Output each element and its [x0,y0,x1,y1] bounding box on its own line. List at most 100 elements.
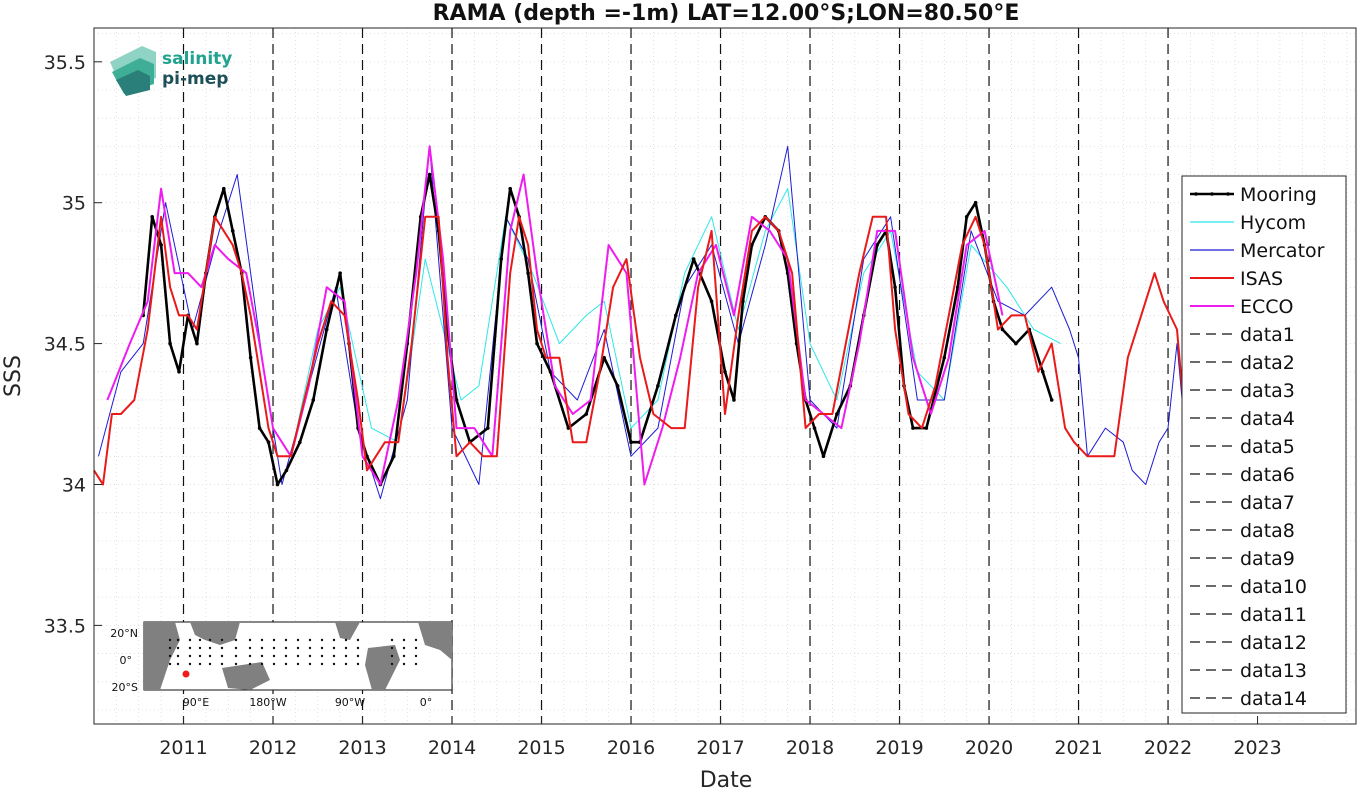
inset-mooring-dot [234,654,238,658]
series-point-mooring [230,229,235,233]
series-point-mooring [427,172,432,177]
y-tick-label: 35 [62,193,86,215]
series-point-mooring [973,200,978,205]
inset-mooring-dot [332,646,336,650]
legend-box [1181,175,1347,714]
inset-mooring-dot [320,646,324,650]
series-point-mooring [673,313,678,318]
inset-mooring-dot [284,646,288,650]
legend-items: Mooring Hycom Mercator ISAS ECCO data1 data2 da… [1190,184,1325,710]
inset-mooring-dot [308,654,312,658]
inset-mooring-dot [168,638,172,642]
inset-mooring-dot [344,638,348,642]
series-point-mooring [629,440,633,445]
inset-mooring-dot [402,638,406,642]
legend-label: data8 [1240,520,1295,542]
series-point-mooring [248,355,253,360]
inset-lat-label-south: 20°S [112,681,138,694]
inset-mooring-dot [176,646,180,650]
salinity-pimep-logo: salinity pi-mep [110,46,232,96]
legend-label: data2 [1240,352,1295,374]
legend-label: data13 [1240,660,1307,682]
inset-mooring-dot [356,646,360,650]
inset-mooring-dot [198,654,202,658]
inset-mooring-dot [234,662,238,666]
series-point-mooring [392,454,396,459]
x-tick-label: 2012 [249,737,297,759]
inset-mooring-dot [344,662,348,666]
series-point-mooring [732,398,736,402]
y-axis-label: SSS [1,355,26,397]
x-tick-label: 2013 [338,737,386,759]
inset-land-africa [144,622,180,690]
inset-land-america-north [335,622,360,640]
inset-mooring-dot [188,638,192,642]
series-point-mooring [1040,369,1045,374]
inset-mooring-dot [220,646,224,650]
legend-label: data6 [1240,464,1295,486]
series-point-mooring [195,341,199,346]
inset-mooring-dot [356,654,360,658]
inset-mooring-dot [234,646,238,650]
inset-mooring-dot [414,654,418,658]
inset-mooring-dot [168,654,172,658]
legend-label: data4 [1240,408,1295,430]
inset-land-africa-east [418,622,452,660]
inset-mooring-dot [320,638,324,642]
inset-mooring-dot [168,662,172,666]
y-ticks: 33.5 34 34.5 35 35.5 [44,52,102,637]
series-point-mooring [177,369,181,374]
inset-mooring-dot [188,662,192,666]
inset-mooring-dot [198,662,202,666]
legend-swatch-dot [1210,192,1214,196]
series-point-mooring [168,341,172,346]
inset-mooring-dot [320,654,324,658]
inset-mooring-dot [198,638,202,642]
inset-mooring-dot [272,638,276,642]
inset-mooring-dot [176,662,180,666]
series-point-mooring [812,426,817,430]
series-point-mooring [924,426,929,430]
x-axis-label: Date [700,768,753,790]
inset-mooring-dot [296,662,300,666]
inset-land-australia [222,662,270,690]
series-point-mooring [535,341,539,346]
y-tick-label: 34 [62,474,86,496]
inset-mooring-dot [356,662,360,666]
series-point-mooring [275,482,280,487]
legend-label: data12 [1240,632,1307,654]
inset-lon-label-2: 180°W [249,696,286,709]
series-line-isas [93,215,1285,500]
inset-mooring-dot [220,654,224,658]
legend-label: Mooring [1240,184,1317,206]
series-point-mooring [709,299,714,304]
inset-mooring-dot [248,654,252,658]
inset-mooring-dot [260,638,264,642]
inset-mooring-dot [176,654,180,658]
x-tick-label: 2017 [696,737,744,759]
x-tick-label: 2018 [786,737,834,759]
series-point-mooring [486,426,490,430]
inset-mooring-dot [390,654,394,658]
inset-lat-label-equator: 0° [120,654,133,667]
inset-mooring-dot [344,646,348,650]
inset-mooring-dot [344,654,348,658]
series-point-mooring [893,285,897,290]
inset-lat-label-north: 20°N [110,627,138,640]
series-group [93,145,1326,542]
inset-mooring-dot [272,662,276,666]
x-tick-label: 2015 [517,737,565,759]
x-tick-label: 2011 [159,737,207,759]
legend-label: data10 [1240,576,1307,598]
inset-mooring-dot [414,662,418,666]
inset-mooring-dot [332,662,336,666]
series-point-mooring [723,369,727,374]
inset-mooring-dot [284,662,288,666]
logo-text-line1: salinity [162,49,232,69]
x-tick-label: 2014 [428,737,476,759]
series-point-mooring [1000,327,1005,332]
inset-mooring-dot [296,638,300,642]
inset-mooring-dot [390,646,394,650]
series-point-mooring [875,243,879,247]
x-ticks: 2011 2012 2013 2014 2015 2016 2017 2018 2019 2020… [159,716,1282,759]
